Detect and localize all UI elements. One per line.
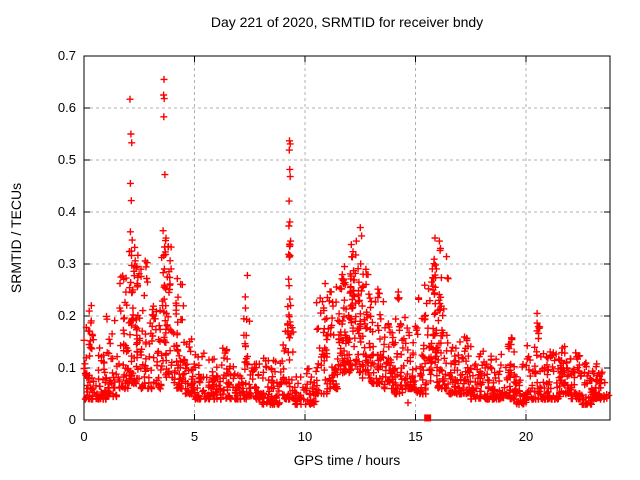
y-tick-label: 0.5 (58, 152, 76, 167)
y-tick-label: 0.2 (58, 308, 76, 323)
special-point-square (424, 414, 432, 422)
x-axis-label: GPS time / hours (293, 452, 401, 468)
x-tick-label: 0 (80, 429, 87, 444)
y-tick-label: 0.6 (58, 100, 76, 115)
x-tick-label: 15 (408, 429, 422, 444)
x-tick-label: 5 (191, 429, 198, 444)
y-tick-label: 0.3 (58, 256, 76, 271)
x-tick-label: 10 (298, 429, 312, 444)
chart-title: Day 221 of 2020, SRMTID for receiver bnd… (210, 14, 484, 30)
y-tick-label: 0.4 (58, 204, 76, 219)
plot-frame (83, 55, 611, 421)
x-tick-label: 20 (519, 429, 533, 444)
y-tick-label: 0.1 (58, 360, 76, 375)
scatter-series (80, 75, 613, 408)
y-tick-label: 0.7 (58, 48, 76, 63)
y-tick-label: 0 (69, 412, 76, 427)
